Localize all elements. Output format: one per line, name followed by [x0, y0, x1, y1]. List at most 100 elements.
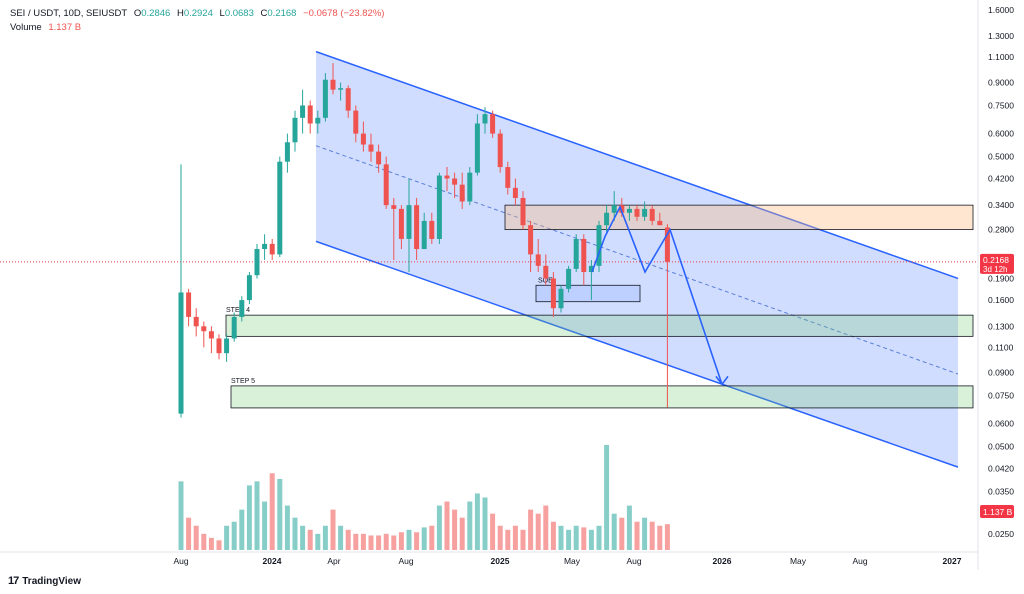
open-label: O: [133, 8, 142, 19]
price-tick-label: 1.3000: [988, 31, 1014, 41]
volume-bar: [619, 517, 625, 550]
volume-bar: [642, 517, 648, 550]
candle-body: [634, 208, 640, 217]
low-number: 0.0683: [224, 8, 254, 19]
price-tick-label: 0.9000: [988, 77, 1014, 87]
volume-bar: [566, 529, 572, 550]
candle-body: [649, 208, 655, 221]
tradingview-logo-icon: 17: [8, 575, 19, 587]
channel-upper-line: [315, 50, 959, 280]
price-tick-label: 0.0250: [988, 529, 1014, 539]
step5-label: STEP 5: [231, 378, 255, 385]
high-value: H0.2924: [177, 8, 213, 19]
candle-body: [398, 208, 404, 239]
volume-bar: [467, 501, 473, 550]
volume-bar: [307, 529, 313, 550]
volume-bar: [528, 509, 534, 550]
volume-bar: [376, 535, 382, 550]
volume-bar: [459, 517, 465, 550]
volume-bar: [664, 524, 670, 550]
last-price-tag: [980, 253, 1014, 274]
resistance-zone: [504, 204, 974, 231]
volume-bar: [193, 525, 199, 550]
high-number: 0.2924: [183, 8, 213, 19]
candle-body: [452, 178, 458, 185]
volume-bar: [322, 525, 328, 550]
volume-bar: [581, 527, 587, 550]
candle-body: [581, 238, 587, 272]
tradingview-brand: TradingView: [22, 575, 81, 587]
candle-body: [459, 184, 465, 202]
price-tick-label: 0.0420: [988, 464, 1014, 474]
change-value: −0.0678 (−23.82%): [303, 8, 385, 19]
volume-bar: [604, 445, 610, 550]
candle-body: [558, 288, 564, 309]
price-tick-label: 0.0750: [988, 391, 1014, 401]
candle-body: [391, 205, 397, 209]
candle-body: [490, 114, 496, 134]
candle-body: [642, 208, 648, 217]
candle-body: [467, 172, 473, 202]
candle-body: [322, 79, 328, 118]
volume-bar: [649, 521, 655, 550]
candle-body: [482, 114, 488, 124]
candle-body: [596, 225, 602, 266]
candle-body: [315, 117, 321, 124]
close-label: C: [260, 8, 268, 19]
high-label: H: [176, 8, 184, 19]
price-tick-label: 1.6000: [988, 5, 1014, 15]
volume-bar: [512, 525, 518, 550]
time-tick-label: Aug: [852, 556, 867, 566]
symbol-title: SEI / USDT, 10D, SEIUSDT: [10, 8, 128, 19]
volume-bar: [558, 525, 564, 550]
volume-bar: [353, 533, 359, 550]
volume-bar: [505, 529, 511, 550]
candle-body: [626, 208, 632, 213]
candle-body: [383, 164, 389, 206]
candle-body: [505, 167, 511, 188]
candle-body: [573, 238, 579, 269]
price-tick-label: 0.5000: [988, 152, 1014, 162]
volume-bar: [368, 535, 374, 550]
tradingview-footer[interactable]: 17 TradingView: [8, 575, 81, 587]
volume-bar: [535, 513, 541, 550]
volume-bar: [315, 533, 321, 550]
candle-body: [436, 175, 442, 239]
price-tick-label: 0.1300: [988, 321, 1014, 331]
time-tick-label: May: [564, 556, 581, 566]
candle-body: [604, 212, 610, 226]
volume-bar: [490, 513, 496, 550]
volume-bar: [277, 478, 283, 550]
candle-body: [246, 275, 252, 301]
volume-tag-value: 1.137 B: [983, 507, 1013, 517]
projection-arrow-icon: [715, 375, 729, 386]
candle-body: [360, 133, 366, 145]
volume-value: 1.137 B: [48, 22, 82, 33]
volume-bar: [657, 525, 663, 550]
candle-body: [277, 161, 283, 255]
close-value: C0.2168: [261, 8, 297, 19]
candle-body: [292, 117, 298, 143]
price-tick-label: 0.4200: [988, 174, 1014, 184]
candle-body: [550, 278, 556, 309]
last-price-countdown: 3d 12h: [983, 265, 1007, 274]
open-value: O0.2846: [134, 8, 170, 19]
candle-body: [269, 243, 275, 255]
volume-bar: [330, 509, 336, 550]
price-tick-label: 0.7500: [988, 100, 1014, 110]
volume-bar: [284, 505, 290, 550]
volume-bar: [596, 525, 602, 550]
price-tick-label: 0.0900: [988, 368, 1014, 378]
close-number: 0.2168: [267, 8, 297, 19]
candle-body: [512, 187, 518, 198]
candle-body: [216, 338, 222, 354]
volume-bar: [178, 481, 184, 550]
volume-bar: [231, 521, 237, 550]
volume-bar: [246, 485, 252, 550]
candle-body: [406, 205, 412, 239]
price-tick-label: 0.0350: [988, 487, 1014, 497]
volume-bar: [414, 532, 420, 550]
volume-bar: [573, 525, 579, 550]
candle-body: [664, 227, 670, 262]
